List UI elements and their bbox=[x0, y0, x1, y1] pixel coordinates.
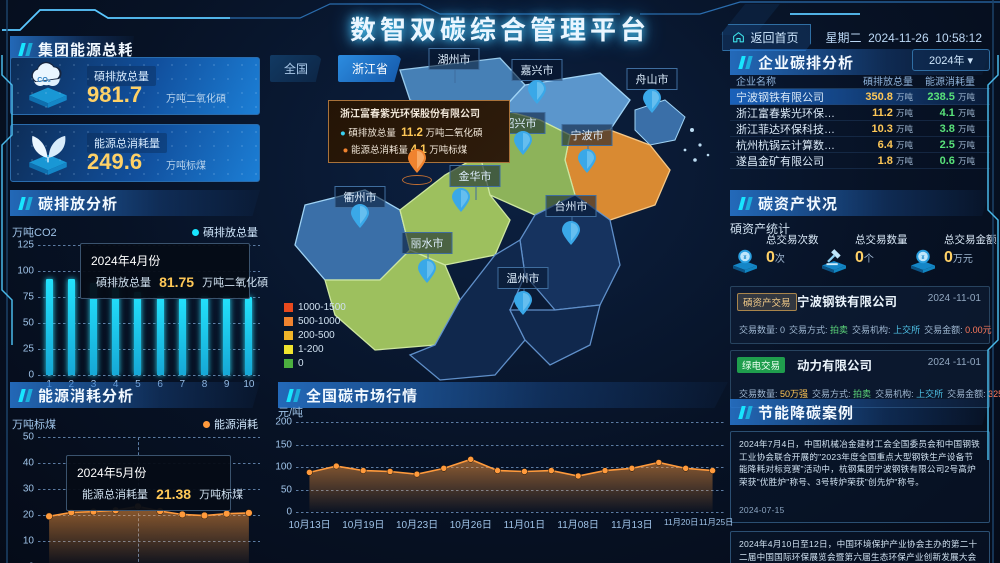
svg-text:¥: ¥ bbox=[744, 255, 747, 261]
svg-text:CO₂: CO₂ bbox=[37, 77, 51, 84]
svg-text:¥: ¥ bbox=[922, 255, 925, 261]
